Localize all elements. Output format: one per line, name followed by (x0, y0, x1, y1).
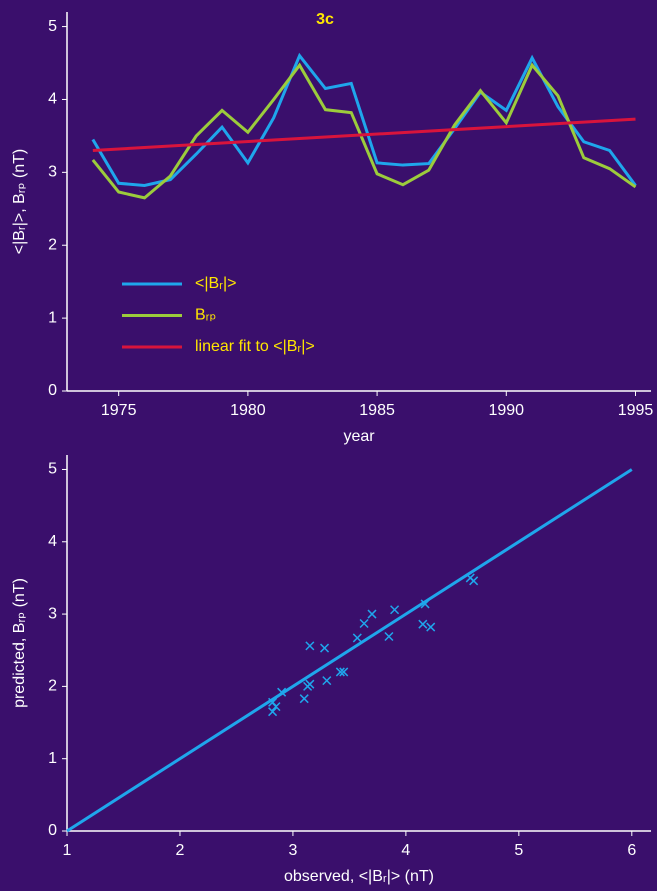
scatter-point (271, 702, 281, 712)
y-tick-label: 4 (48, 533, 57, 550)
series-line (92, 117, 636, 152)
scatter-point (352, 633, 362, 643)
y-tick-label: 2 (48, 678, 57, 695)
scatter-point (320, 643, 330, 653)
scatter-point (299, 694, 309, 704)
y-tick-label: 4 (48, 91, 57, 108)
x-tick-label: 2 (176, 842, 185, 859)
scatter-point (367, 609, 377, 619)
y-tick-label: 3 (48, 164, 57, 181)
y-tick-label: 1 (48, 750, 57, 767)
x-tick-label: 6 (627, 842, 636, 859)
x-tick-label: 1990 (488, 402, 524, 419)
scatter-point (339, 667, 349, 677)
x-tick-label: 1980 (230, 402, 266, 419)
legend-label: linear fit to <|Bᵣ|> (195, 338, 315, 355)
x-tick-label: 1985 (359, 402, 395, 419)
scatter-point (426, 622, 436, 632)
y-tick-label: 0 (48, 822, 57, 839)
scatter-point (469, 576, 479, 586)
series-line (91, 62, 637, 200)
y-tick-label: 0 (48, 382, 57, 399)
y-tick-label: 3 (48, 605, 57, 622)
y-tick-label: 2 (48, 236, 57, 253)
scatter-point (390, 605, 400, 615)
scatter-point (268, 707, 278, 717)
legend-label: Bᵣₚ (195, 307, 216, 324)
legend-label: <|Bᵣ|> (195, 275, 237, 292)
x-tick-label: 1 (63, 842, 72, 859)
x-tick-label: 1975 (101, 402, 137, 419)
y-axis-label: <|Bᵣ|>, Bᵣₚ (nT) (11, 149, 28, 255)
x-tick-label: 1995 (618, 402, 654, 419)
x-axis-label: year (343, 428, 375, 445)
scatter-point (322, 676, 332, 686)
x-tick-label: 4 (401, 842, 410, 859)
x-tick-label: 5 (514, 842, 523, 859)
scatter-point (305, 679, 315, 689)
scatter-point (305, 641, 315, 651)
scatter-point (359, 618, 369, 629)
x-tick-label: 3 (288, 842, 297, 859)
scatter-point (384, 631, 394, 642)
y-tick-label: 1 (48, 309, 57, 326)
scatter-point (418, 619, 428, 629)
y-tick-label: 5 (48, 461, 57, 478)
fit-line (66, 468, 633, 833)
x-axis-label: observed, <|Bᵣ|> (nT) (284, 868, 434, 885)
y-tick-label: 5 (48, 18, 57, 35)
y-axis-label: predicted, Bᵣₚ (nT) (11, 578, 28, 708)
scatter-point (335, 667, 345, 677)
chart-title: 3c (316, 11, 334, 28)
